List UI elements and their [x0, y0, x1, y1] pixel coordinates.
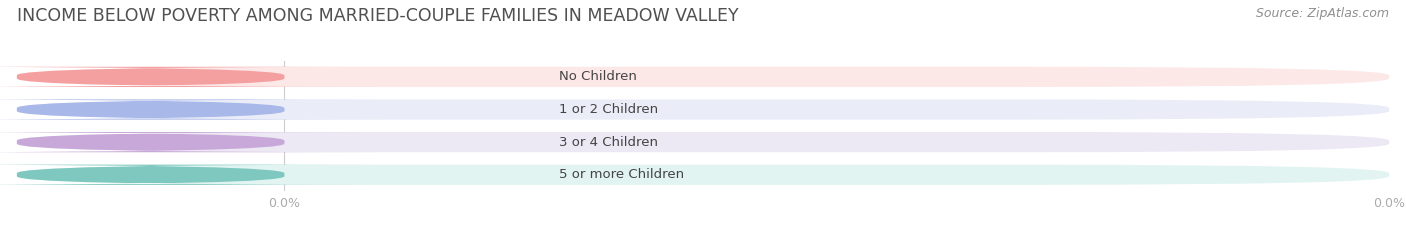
FancyBboxPatch shape	[0, 165, 378, 185]
Text: 5 or more Children: 5 or more Children	[560, 168, 685, 181]
Text: 1 or 2 Children: 1 or 2 Children	[560, 103, 658, 116]
FancyBboxPatch shape	[17, 67, 1389, 87]
FancyBboxPatch shape	[0, 132, 378, 152]
FancyBboxPatch shape	[0, 99, 378, 120]
Text: No Children: No Children	[560, 70, 637, 83]
FancyBboxPatch shape	[0, 67, 378, 87]
FancyBboxPatch shape	[17, 132, 1389, 152]
FancyBboxPatch shape	[17, 99, 1389, 120]
Text: 3 or 4 Children: 3 or 4 Children	[560, 136, 658, 149]
Text: INCOME BELOW POVERTY AMONG MARRIED-COUPLE FAMILIES IN MEADOW VALLEY: INCOME BELOW POVERTY AMONG MARRIED-COUPL…	[17, 7, 738, 25]
FancyBboxPatch shape	[17, 165, 1389, 185]
Text: Source: ZipAtlas.com: Source: ZipAtlas.com	[1256, 7, 1389, 20]
